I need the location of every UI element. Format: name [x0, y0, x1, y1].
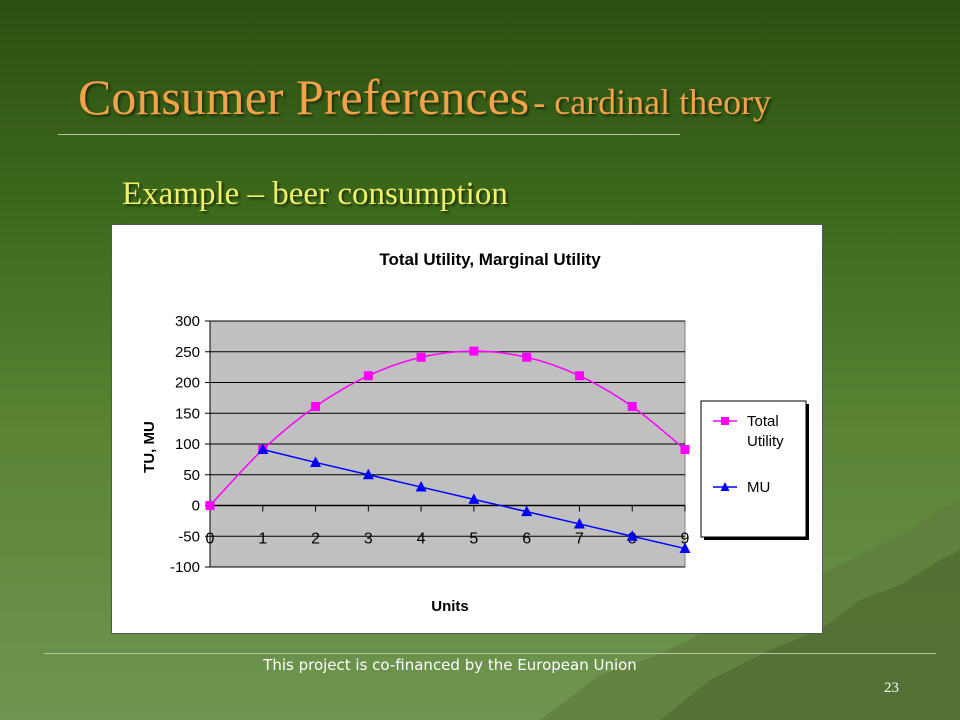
page-number: 23	[884, 680, 899, 696]
point-total-utility	[680, 445, 690, 455]
point-mu	[257, 443, 269, 455]
slide-title: Consumer Preferences - cardinal theory	[78, 68, 771, 126]
point-total-utility	[205, 501, 215, 510]
y-tick-label: 100	[175, 436, 200, 453]
footer-divider	[44, 653, 936, 654]
series-line-total-utility	[209, 350, 686, 507]
point-mu	[521, 505, 533, 517]
x-tick-label: 1	[258, 531, 267, 548]
point-mu	[310, 456, 322, 467]
y-tick-label: -50	[178, 528, 200, 545]
point-total-utility	[469, 346, 479, 356]
y-axis-label: TU, MU	[141, 421, 158, 473]
legend-label-total-utility: Total Utility	[747, 413, 784, 450]
x-tick-label: 6	[522, 531, 531, 548]
y-tick-label: 200	[175, 375, 200, 392]
x-tick-label: 0	[206, 531, 215, 548]
chart-title: Total Utility, Marginal Utility	[379, 250, 601, 269]
point-total-utility	[627, 401, 637, 411]
x-tick-label: 2	[311, 531, 320, 548]
point-mu	[468, 493, 480, 504]
title-divider	[58, 134, 680, 135]
y-tick-label: 250	[175, 344, 200, 361]
point-mu	[679, 542, 691, 554]
point-total-utility	[522, 352, 532, 362]
legend-marker-mu	[720, 482, 730, 491]
point-mu	[362, 468, 374, 480]
chart-container: Total Utility, Marginal Utility TU, MU U…	[111, 224, 823, 634]
x-tick-label: 4	[417, 531, 426, 548]
legend-label-mu: MU	[747, 479, 770, 496]
legend-marker-total-utility	[721, 417, 729, 425]
x-tick-label: 5	[469, 531, 478, 548]
y-tick-label: 150	[175, 405, 200, 422]
legend-box	[700, 400, 807, 538]
y-tick-label: -100	[170, 559, 200, 576]
title-main: Consumer Preferences	[78, 69, 530, 125]
point-total-utility	[311, 401, 321, 411]
point-total-utility	[574, 371, 584, 381]
point-total-utility	[363, 371, 373, 381]
point-mu	[626, 530, 638, 541]
y-tick-label: 300	[175, 313, 200, 330]
point-mu	[573, 517, 585, 529]
slide-subtitle: Example – beer consumption	[122, 176, 508, 212]
x-tick-label: 3	[364, 531, 373, 548]
footer-text: This project is co-financed by the Europ…	[263, 656, 637, 674]
y-tick-label: 0	[192, 498, 200, 515]
x-tick-label: 9	[681, 531, 690, 548]
chart-svg: Total Utility, Marginal Utility TU, MU U…	[141, 250, 809, 615]
title-sub: - cardinal theory	[533, 82, 772, 122]
x-axis-label: Units	[431, 598, 469, 615]
point-mu	[415, 481, 427, 492]
y-tick-label: 50	[183, 467, 200, 484]
point-total-utility	[416, 352, 426, 362]
x-tick-label: 7	[575, 531, 584, 548]
